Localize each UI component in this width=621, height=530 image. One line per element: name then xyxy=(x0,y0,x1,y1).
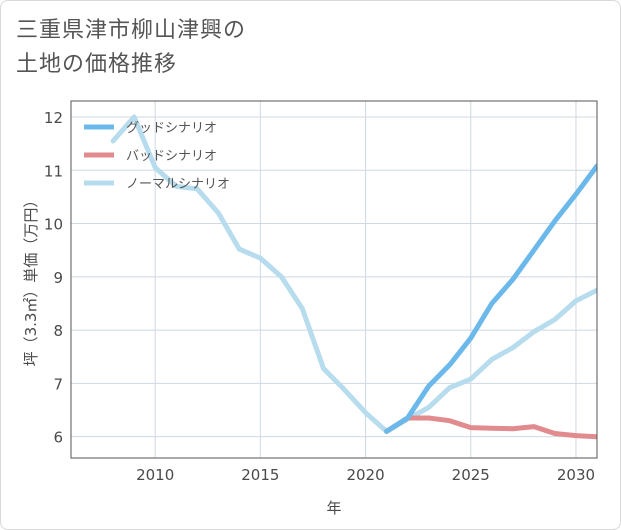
grid-lines xyxy=(71,101,597,458)
legend-label: バッドシナリオ xyxy=(126,149,217,164)
y-tick-label: 9 xyxy=(53,269,63,287)
x-tick-label: 2020 xyxy=(346,466,384,484)
legend-label: ノーマルシナリオ xyxy=(126,177,230,192)
y-tick-label: 10 xyxy=(44,216,63,234)
y-tick-label: 11 xyxy=(44,162,63,180)
chart-title: 三重県津市柳山津興の 土地の価格推移 xyxy=(16,14,246,82)
y-tick-label: 8 xyxy=(53,322,63,340)
y-tick-label: 7 xyxy=(53,375,63,393)
series-line-1 xyxy=(384,163,597,434)
y-axis-title: 坪（3.3㎡）単価（万円） xyxy=(22,193,40,367)
plot-series xyxy=(110,114,597,440)
legend-label: グッドシナリオ xyxy=(126,121,217,136)
plot-border xyxy=(70,100,598,459)
x-tick-labels: 2010 2015 2020 2025 2030 xyxy=(136,466,595,484)
x-tick-label: 2030 xyxy=(557,466,595,484)
title-line-2: 土地の価格推移 xyxy=(16,52,178,77)
series-line-3 xyxy=(110,114,597,434)
title-line-1: 三重県津市柳山津興の xyxy=(16,18,247,43)
x-axis-title: 年 xyxy=(326,499,341,517)
series-line-2 xyxy=(384,415,597,440)
y-tick-label: 12 xyxy=(44,109,63,127)
x-tick-label: 2025 xyxy=(452,466,490,484)
x-tick-label: 2015 xyxy=(241,466,279,484)
y-tick-label: 6 xyxy=(53,429,63,447)
y-tick-labels: 6 7 8 9 10 11 12 xyxy=(44,109,63,447)
x-tick-label: 2010 xyxy=(136,466,174,484)
